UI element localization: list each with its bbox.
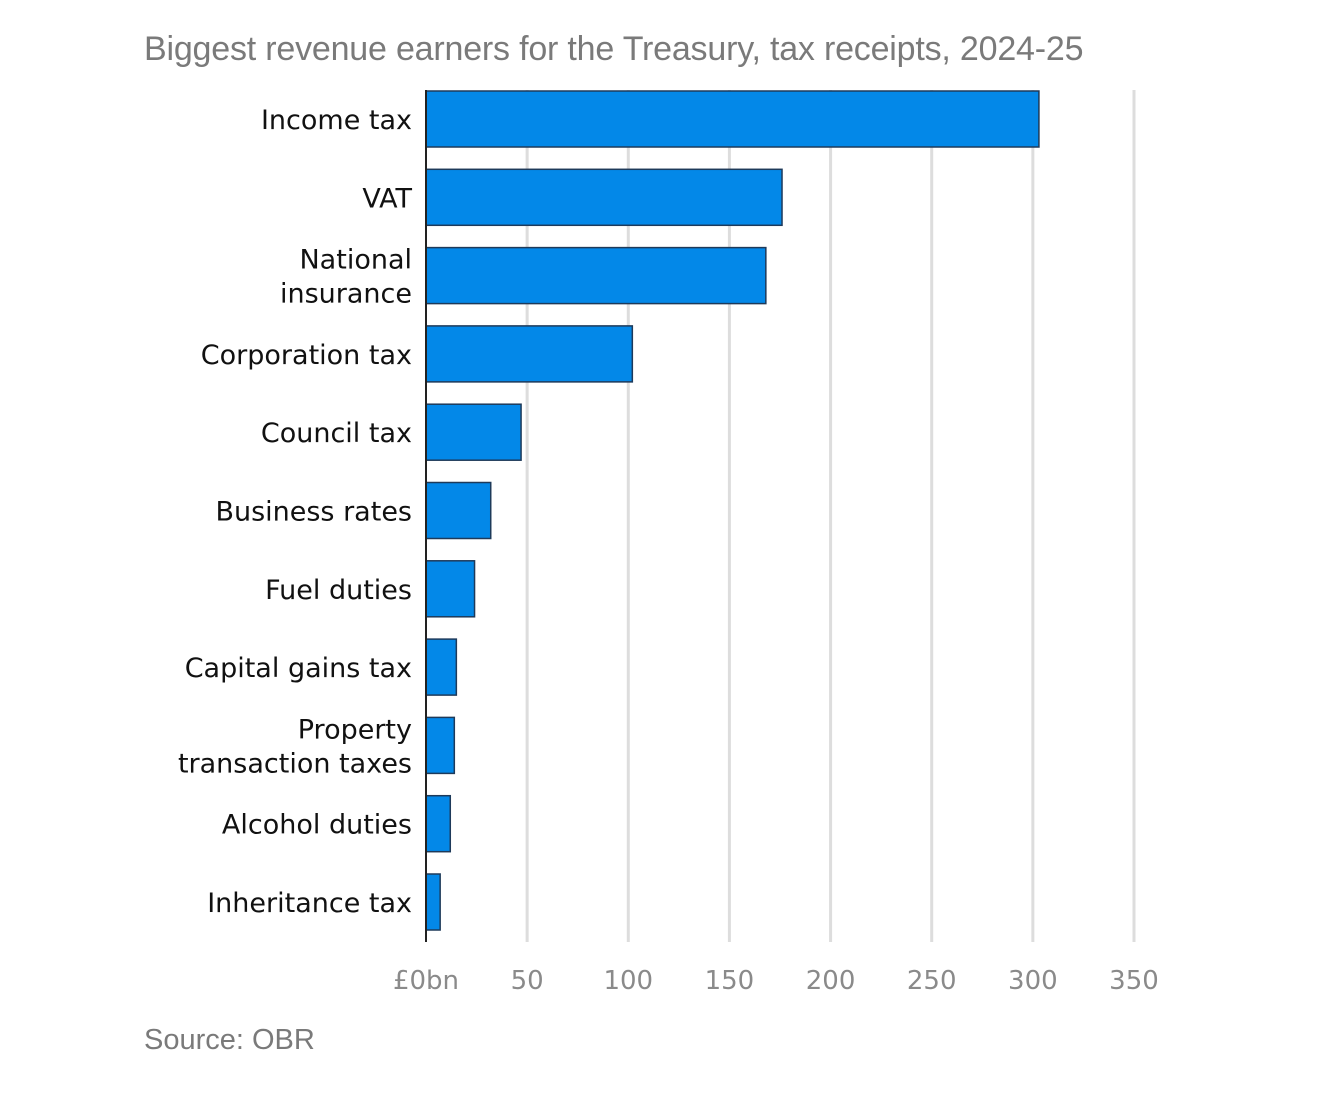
x-tick-label: 150 <box>705 966 755 996</box>
category-label: National insurance <box>280 245 412 310</box>
source-note: Source: OBR <box>144 1024 315 1056</box>
bars <box>425 90 1040 931</box>
bar <box>425 325 634 383</box>
bar <box>425 716 456 775</box>
category-label: Alcohol duties <box>222 810 412 841</box>
category-label: Council tax <box>261 418 412 449</box>
bar <box>425 481 492 540</box>
bar <box>425 560 476 618</box>
x-tick-label: 300 <box>1008 966 1058 996</box>
x-tick-label: 50 <box>511 966 544 996</box>
category-label: Fuel duties <box>265 575 412 606</box>
bar <box>425 168 783 227</box>
bar <box>425 246 767 305</box>
x-tick-label: 100 <box>603 966 653 996</box>
category-label: Corporation tax <box>201 340 412 371</box>
bar <box>425 873 441 931</box>
category-label: Income tax <box>261 105 412 136</box>
x-tick-label: £0bn <box>393 966 459 996</box>
x-tick-label: 350 <box>1109 966 1159 996</box>
x-tick-label: 200 <box>806 966 856 996</box>
category-label: Inheritance tax <box>207 888 412 919</box>
bar <box>425 90 1040 148</box>
category-label: VAT <box>362 183 412 214</box>
x-tick-labels: £0bn 50 100 150 200 250 300 350 <box>393 966 1159 996</box>
bar <box>425 794 452 853</box>
category-label: Capital gains tax <box>185 653 412 684</box>
gridlines <box>525 90 1136 942</box>
chart-title: Biggest revenue earners for the Treasury… <box>144 30 1084 68</box>
category-label: Business rates <box>215 497 412 528</box>
x-tick-label: 250 <box>907 966 957 996</box>
category-label: Property transaction taxes <box>178 714 412 779</box>
bar <box>425 638 458 696</box>
bar <box>425 403 522 461</box>
category-labels: Income tax VAT National insurance Corporatio… <box>178 105 413 919</box>
